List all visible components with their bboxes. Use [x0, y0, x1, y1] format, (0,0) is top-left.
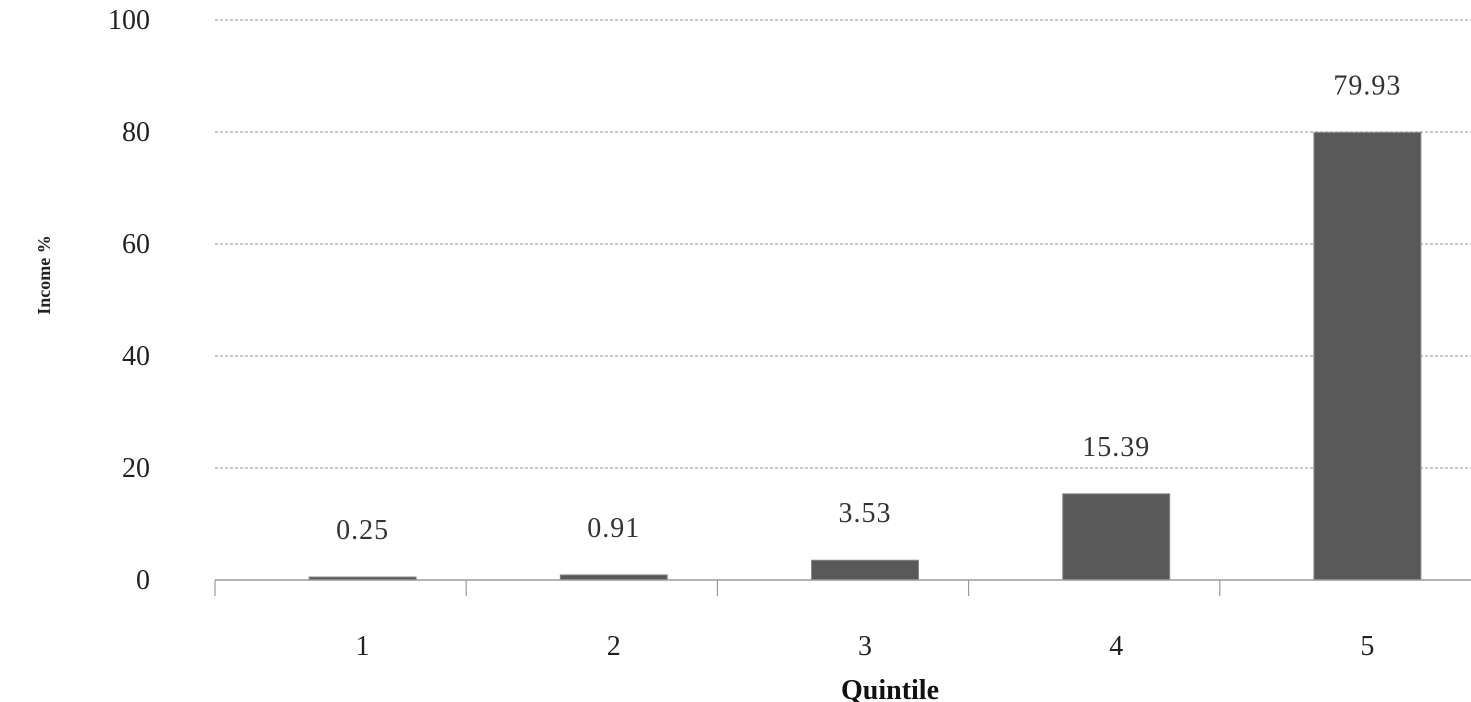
bar-quintile-4 — [1062, 493, 1171, 581]
bar-quintile-3 — [811, 559, 919, 581]
x-axis — [214, 579, 1471, 596]
data-label: 0.91 — [587, 513, 640, 544]
x-tick-label: 1 — [356, 631, 370, 662]
y-tick-label: 60 — [122, 229, 150, 260]
y-tick-label: 0 — [136, 565, 150, 596]
gridlines — [215, 19, 1471, 469]
y-axis-title: Income % — [34, 235, 54, 315]
x-tick-label: 5 — [1360, 631, 1374, 662]
data-label: 15.39 — [1082, 432, 1150, 463]
data-label: 3.53 — [839, 498, 892, 529]
data-labels: 0.25 0.91 3.53 15.39 79.93 — [336, 70, 1401, 546]
data-label: 79.93 — [1333, 70, 1401, 101]
x-axis-tick-labels: 1 2 3 4 5 — [356, 631, 1375, 662]
x-tick-label: 3 — [858, 631, 872, 662]
data-label: 0.25 — [336, 515, 389, 546]
x-tick-label: 2 — [607, 631, 621, 662]
y-tick-label: 40 — [122, 341, 150, 372]
bars — [308, 131, 1422, 581]
x-tick-label: 4 — [1109, 631, 1123, 662]
y-tick-label: 20 — [122, 453, 150, 484]
x-axis-title: Quintile — [841, 675, 939, 702]
bar-quintile-5 — [1313, 131, 1422, 581]
y-tick-label: 80 — [122, 117, 150, 148]
y-axis-tick-labels: 0 20 40 60 80 100 — [108, 5, 150, 596]
y-tick-label: 100 — [108, 5, 150, 36]
bar-quintile-2 — [559, 574, 668, 581]
